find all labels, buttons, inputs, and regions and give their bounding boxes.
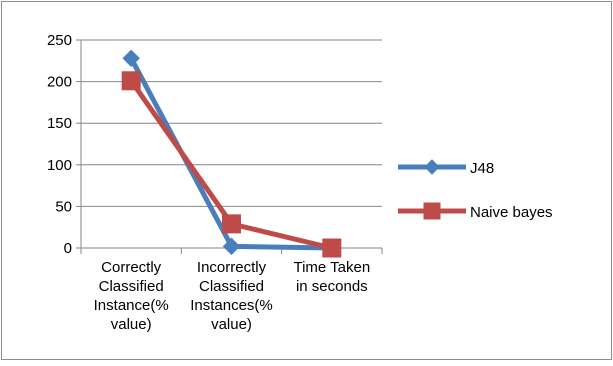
y-tick-label: 50 [55, 198, 72, 215]
x-tick-label-line: value) [211, 316, 252, 333]
chart-border [1, 1, 612, 360]
y-tick-label: 100 [47, 157, 72, 174]
y-tick-label: 250 [47, 32, 72, 49]
y-tick-label: 150 [47, 115, 72, 132]
series-1 [121, 71, 342, 258]
series [121, 49, 342, 258]
x-tick-label-line: Instances(% [190, 297, 273, 314]
axes: 0 50 100 150 200 250 Correctly Classified Instan… [47, 32, 383, 333]
x-tick-label-line: Classified [199, 278, 264, 295]
x-tick-label-line: Instance(% [94, 297, 169, 314]
legend-item: J48 [398, 159, 494, 177]
x-tick-label-line: Classified [99, 278, 164, 295]
y-tick-label: 200 [47, 74, 72, 91]
y-tick-label: 0 [64, 240, 72, 257]
x-tick-label: Incorrectly Classified Instances(% value) [190, 259, 273, 333]
data-point [122, 49, 140, 68]
legend-marker [423, 202, 441, 220]
x-tick-label: Correctly Classified Instance(% value) [94, 259, 169, 333]
legend-label: J48 [470, 160, 494, 177]
data-point [222, 214, 241, 234]
legend: J48 Naive bayes [398, 159, 553, 221]
data-point [222, 237, 241, 256]
legend-item: Naive bayes [398, 202, 553, 221]
data-point [322, 238, 342, 258]
x-tick-label: Time Taken in seconds [293, 259, 370, 295]
x-tick-label-line: in seconds [296, 278, 368, 295]
legend-marker [424, 159, 440, 175]
gridlines [81, 39, 382, 207]
legend-label: Naive bayes [470, 204, 553, 221]
x-tick-label-line: Incorrectly [197, 259, 267, 276]
data-point [121, 71, 141, 91]
x-tick-label-line: value) [111, 316, 152, 333]
x-tick-label-line: Correctly [101, 259, 162, 276]
x-tick-label-line: Time Taken [293, 259, 370, 276]
